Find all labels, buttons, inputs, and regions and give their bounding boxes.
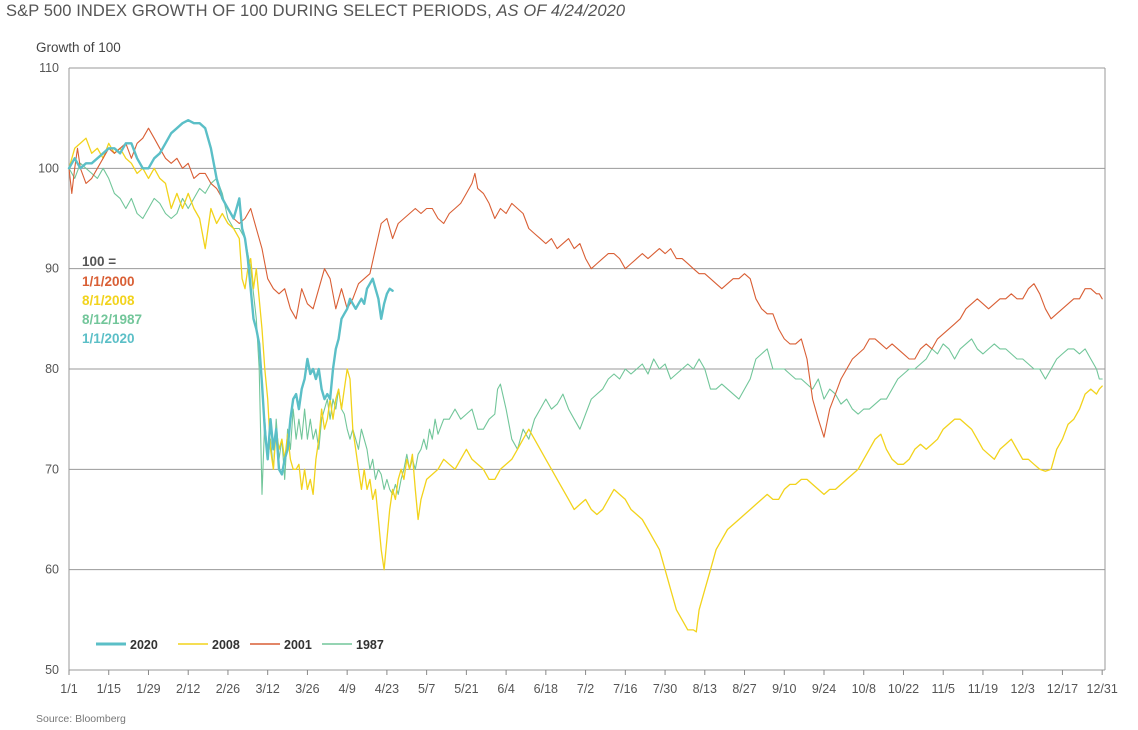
x-tick-label-7-30: 7/30 <box>653 682 677 696</box>
x-tick-label-10-22: 10/22 <box>888 682 919 696</box>
x-tick-label-7-16: 7/16 <box>613 682 637 696</box>
y-axis-label: Growth of 100 <box>36 40 121 55</box>
y-tick-label-90: 90 <box>45 262 59 276</box>
x-tick-label-2-26: 2/26 <box>216 682 240 696</box>
source-note: Source: Bloomberg <box>36 713 126 725</box>
x-tick-label-11-19: 11/19 <box>968 682 998 696</box>
x-tick-label-6-18: 6/18 <box>534 682 558 696</box>
y-tick-label-50: 50 <box>45 663 59 677</box>
chart-title-asof: AS OF 4/24/2020 <box>496 2 626 20</box>
series-line-2020 <box>67 119 394 476</box>
y-tick-label-100: 100 <box>38 161 59 175</box>
x-tick-label-4-23: 4/23 <box>375 682 399 696</box>
x-tick-label-10-8: 10/8 <box>852 682 876 696</box>
legend-label-2020: 2020 <box>130 638 158 652</box>
chart-title-main: S&P 500 INDEX GROWTH OF 100 DURING SELEC… <box>6 2 497 20</box>
x-tick-label-3-12: 3/12 <box>256 682 280 696</box>
legend-label-2001: 2001 <box>284 638 312 652</box>
legend-label-2008: 2008 <box>212 638 240 652</box>
x-tick-label-1-15: 1/15 <box>97 682 121 696</box>
x-tick-label-5-7: 5/7 <box>418 682 435 696</box>
x-tick-label-12-17: 12/17 <box>1047 682 1078 696</box>
series-line-2001 <box>68 127 1103 438</box>
chart-title: S&P 500 INDEX GROWTH OF 100 DURING SELEC… <box>6 2 625 21</box>
x-tick-label-9-24: 9/24 <box>812 682 836 696</box>
base-date-annotation: 100 = 1/1/2000 8/1/2008 8/12/1987 1/1/2020 <box>82 254 142 346</box>
annotation-base-date-1: 1/1/2000 <box>82 274 135 289</box>
series-line-1987 <box>68 162 1103 495</box>
x-tick-label-2-12: 2/12 <box>176 682 200 696</box>
x-tick-label-1-1: 1/1 <box>60 682 77 696</box>
series-layer <box>67 119 1103 633</box>
y-tick-label-60: 60 <box>45 563 59 577</box>
x-tick-label-8-27: 8/27 <box>732 682 756 696</box>
x-tick-label-5-21: 5/21 <box>454 682 478 696</box>
x-tick-label-9-10: 9/10 <box>772 682 796 696</box>
x-tick-label-7-2: 7/2 <box>577 682 594 696</box>
x-tick-label-6-4: 6/4 <box>497 682 514 696</box>
legend: 2020 2008 2001 1987 <box>96 638 384 652</box>
annotation-base-date-2: 8/1/2008 <box>82 293 135 308</box>
x-tick-label-8-13: 8/13 <box>693 682 717 696</box>
x-tick-label-3-26: 3/26 <box>295 682 319 696</box>
axis-layer: 1/1 1/15 1/29 2/12 2/26 3/12 3/26 4/9 4/23 5/7 5/2… <box>60 670 1118 696</box>
annotation-header: 100 = <box>82 254 116 269</box>
y-tick-label-70: 70 <box>45 462 59 476</box>
y-tick-label-80: 80 <box>45 362 59 376</box>
x-tick-label-12-3: 12/3 <box>1011 682 1035 696</box>
x-tick-label-12-31: 12/31 <box>1087 682 1118 696</box>
series-line-2008 <box>68 137 1103 633</box>
y-tick-label-110: 110 <box>39 61 59 75</box>
annotation-base-date-3: 8/12/1987 <box>82 312 142 327</box>
annotation-base-date-4: 1/1/2020 <box>82 331 135 346</box>
x-tick-label-4-9: 4/9 <box>338 682 355 696</box>
x-tick-label-1-29: 1/29 <box>136 682 160 696</box>
grid-layer: 50 60 70 80 90 100 110 <box>38 61 1106 677</box>
legend-label-1987: 1987 <box>356 638 384 652</box>
x-tick-label-11-5: 11/5 <box>932 682 955 696</box>
